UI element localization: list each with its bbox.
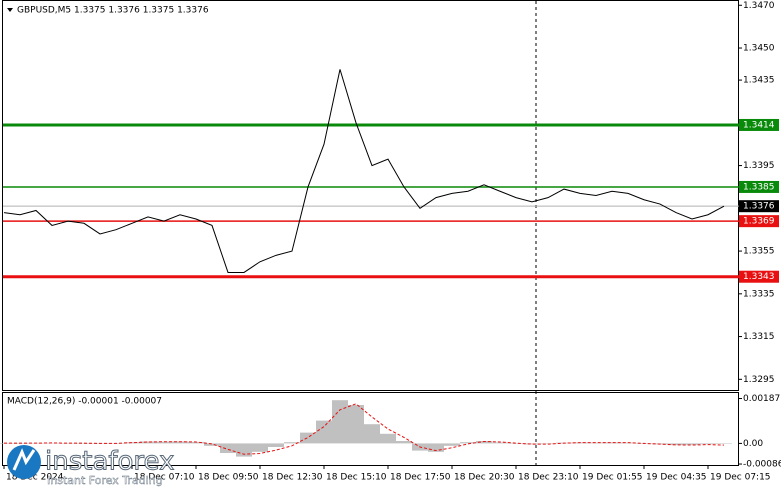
histogram-bar <box>60 443 76 444</box>
histogram-bar <box>380 433 396 444</box>
y-tick-label: 1.3395 <box>743 161 775 171</box>
y-tick-label: 1.3450 <box>743 44 775 54</box>
x-tick-label: 19 Dec 01:55 <box>582 473 643 483</box>
macd-title: MACD(12,26,9) -0.00001 -0.00007 <box>7 397 162 407</box>
x-tick-label: 18 Dec 23:10 <box>518 473 579 483</box>
level-label: 1.3369 <box>743 217 775 227</box>
y-tick-label: 0.00 <box>743 439 763 449</box>
y-tick-label: 0.00187 <box>743 394 780 404</box>
x-tick-label: 18 Dec 12:30 <box>262 473 323 483</box>
histogram-bar <box>700 443 716 445</box>
histogram-bar <box>172 441 188 444</box>
watermark: instaforex Instant Forex Trading <box>7 445 175 487</box>
level-label: 1.3385 <box>743 182 775 192</box>
histogram-bar <box>588 442 604 444</box>
x-tick-label: 18 Dec 20:30 <box>454 473 515 483</box>
y-tick-label: 1.3470 <box>743 1 775 11</box>
level-label: 1.3414 <box>743 120 775 130</box>
histogram-bar <box>476 441 492 444</box>
x-tick-label: 18 Dec 15:10 <box>326 473 387 483</box>
histogram-bar <box>316 420 332 444</box>
histogram-bar <box>284 442 300 444</box>
logo-mark <box>12 448 36 471</box>
price-box <box>739 200 779 213</box>
x-tick-label: 19 Dec 04:35 <box>646 473 707 483</box>
macd-panel-frame <box>2 392 739 466</box>
brand: instaforex <box>45 447 174 477</box>
histogram-bar <box>364 424 380 444</box>
histogram-bar <box>300 432 316 444</box>
x-tick-label: 19 Dec 07:15 <box>710 473 771 483</box>
level-box <box>739 118 779 131</box>
histogram-bar <box>252 443 268 452</box>
x-tick-label: 18 Dec 07:10 <box>134 473 195 483</box>
x-tick-label: 18 Dec 2024 <box>6 473 64 483</box>
series-line <box>4 403 725 455</box>
histogram-bar <box>508 443 524 444</box>
histogram-bar <box>204 443 220 446</box>
histogram-bar <box>492 442 508 444</box>
level-box <box>739 270 779 283</box>
histogram-bar <box>156 441 172 444</box>
histogram-bar <box>668 443 684 446</box>
histogram-bar <box>268 443 284 447</box>
histogram-bar <box>332 400 348 444</box>
y-tick-label: 1.3335 <box>743 289 775 299</box>
price-panel-frame <box>2 0 739 391</box>
logo-circle <box>7 445 41 479</box>
y-tick-label: -0.00086 <box>743 460 781 470</box>
histogram-bar <box>140 441 156 444</box>
histogram-bar <box>124 442 140 444</box>
histogram-bar <box>604 442 620 444</box>
x-tick-label: 18 Dec 09:50 <box>198 473 259 483</box>
histogram-bar <box>684 443 700 445</box>
series-line <box>3 69 725 273</box>
y-tick-label: 1.3355 <box>743 247 775 257</box>
price-label: 1.3376 <box>743 202 775 212</box>
histogram-bar <box>460 442 476 444</box>
histogram-bar <box>428 443 444 452</box>
histogram-bar <box>188 441 204 444</box>
histogram-bar <box>396 441 412 444</box>
y-tick-label: 1.3315 <box>743 332 775 342</box>
y-tick-label: 1.3435 <box>743 76 775 86</box>
histogram-bar <box>524 443 540 445</box>
tagline: Instant Forex Trading <box>47 474 163 487</box>
histogram-bar <box>348 405 364 444</box>
level-box <box>739 215 779 228</box>
histogram-bar <box>220 443 236 453</box>
panel-arrow <box>7 8 13 12</box>
histogram-bar <box>444 443 460 446</box>
x-tick-label: 18 Dec 17:50 <box>390 473 451 483</box>
histogram-bar <box>716 443 732 444</box>
y-tick-label: 1.3295 <box>743 375 775 385</box>
level-label: 1.3343 <box>743 272 775 282</box>
level-box <box>739 180 779 193</box>
price-title: GBPUSD,M5 1.3375 1.3376 1.3375 1.3376 <box>17 6 209 16</box>
